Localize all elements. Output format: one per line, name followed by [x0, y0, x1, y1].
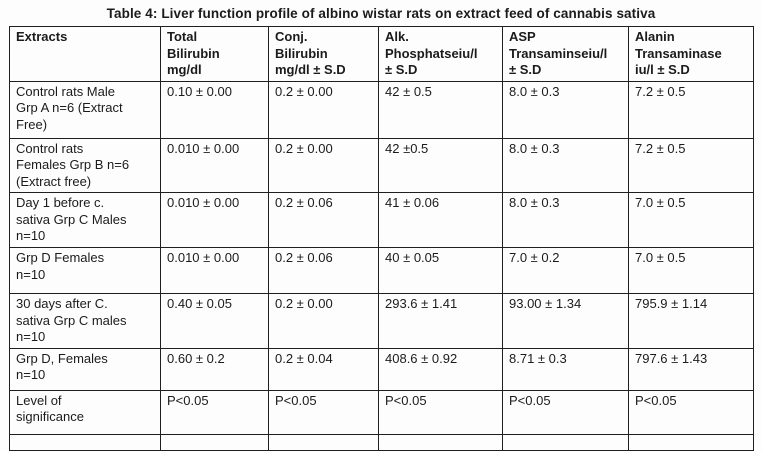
- table-cell: 7.0 ± 0.5: [628, 247, 754, 294]
- column-header-extracts: Extracts: [9, 26, 161, 82]
- table-row-day1-males: Day 1 before c. sativa Grp C Males n=10 …: [9, 192, 754, 248]
- table-cell: 797.6 ± 1.43: [628, 347, 754, 391]
- row-label: Grp D, Females n=10: [9, 347, 161, 391]
- table-cell: 795.9 ± 1.14: [628, 293, 754, 349]
- table-cell: 0.010 ± 0.00: [160, 247, 269, 294]
- row-label: Level of significance: [9, 389, 161, 435]
- column-header-total-bilirubin: Total Bilirubin mg/dl: [160, 26, 269, 82]
- table-cell: 0.2 ± 0.00: [268, 137, 379, 193]
- row-label: 30 days after C. sativa Grp C males n=10: [9, 293, 161, 349]
- table-cell: 7.0 ± 0.5: [628, 192, 754, 248]
- table-caption: Table 4: Liver function profile of albin…: [106, 6, 656, 21]
- column-header-alk-phosphatase: Alk. Phosphatseiu/l ± S.D: [378, 26, 503, 82]
- table-cell: P<0.05: [160, 389, 269, 435]
- table-cell: 8.0 ± 0.3: [502, 80, 629, 139]
- table-row-grpd-females-30days: Grp D, Females n=10 0.60 ± 0.2 0.2 ± 0.0…: [9, 347, 754, 391]
- table-cell: 0.2 ± 0.04: [268, 347, 379, 391]
- table-cell: 40 ± 0.05: [378, 247, 503, 294]
- table-cell: 0.2 ± 0.06: [268, 247, 379, 294]
- table-cell: P<0.05: [628, 389, 754, 435]
- table-cell: 0.40 ± 0.05: [160, 293, 269, 349]
- table-row-significance: Level of significance P<0.05 P<0.05 P<0.…: [9, 389, 754, 435]
- table-cell: 408.6 ± 0.92: [378, 347, 503, 391]
- column-header-alanin-transaminase: Alanin Transaminase iu/l ± S.D: [628, 26, 754, 82]
- table-cell: P<0.05: [502, 389, 629, 435]
- table-cell: 293.6 ± 1.41: [378, 293, 503, 349]
- table-cell: P<0.05: [378, 389, 503, 435]
- table-cell: 42 ± 0.5: [378, 80, 503, 139]
- table-row-control-female: Control rats Females Grp B n=6 (Extract …: [9, 137, 754, 193]
- table-row-control-male: Control rats Male Grp A n=6 (Extract Fre…: [9, 80, 754, 139]
- column-header-conj-bilirubin: Conj. Bilirubin mg/dl ± S.D: [268, 26, 379, 82]
- table-row-grpd-females: Grp D Females n=10 0.010 ± 0.00 0.2 ± 0.…: [9, 247, 754, 294]
- table-cell: 42 ±0.5: [378, 137, 503, 193]
- table-cell: 7.0 ± 0.2: [502, 247, 629, 294]
- table-cell: [502, 433, 629, 451]
- table-cell: 0.2 ± 0.00: [268, 80, 379, 139]
- table-cell: 41 ± 0.06: [378, 192, 503, 248]
- table-header-row: Extracts Total Bilirubin mg/dl Conj. Bil…: [9, 26, 754, 82]
- table-cell: 0.10 ± 0.00: [160, 80, 269, 139]
- table-cell: 0.2 ± 0.00: [268, 293, 379, 349]
- table-cell: 0.2 ± 0.06: [268, 192, 379, 248]
- table-cell: 93.00 ± 1.34: [502, 293, 629, 349]
- table-cell: P<0.05: [268, 389, 379, 435]
- row-label: Day 1 before c. sativa Grp C Males n=10: [9, 192, 161, 248]
- row-label: Control rats Females Grp B n=6 (Extract …: [9, 137, 161, 193]
- table-cell: 8.0 ± 0.3: [502, 192, 629, 248]
- table-cell: 7.2 ± 0.5: [628, 137, 754, 193]
- table-cell: 8.71 ± 0.3: [502, 347, 629, 391]
- table-cell: 0.010 ± 0.00: [160, 192, 269, 248]
- table-row-empty: [9, 433, 754, 451]
- liver-function-table: Extracts Total Bilirubin mg/dl Conj. Bil…: [9, 26, 754, 451]
- table-row-30days-males: 30 days after C. sativa Grp C males n=10…: [9, 293, 754, 349]
- table-cell: 0.010 ± 0.00: [160, 137, 269, 193]
- row-label: Control rats Male Grp A n=6 (Extract Fre…: [9, 80, 161, 139]
- row-label: [9, 433, 161, 451]
- table-cell: 0.60 ± 0.2: [160, 347, 269, 391]
- table-cell: [378, 433, 503, 451]
- table-cell: 8.0 ± 0.3: [502, 137, 629, 193]
- table-cell: [160, 433, 269, 451]
- table-cell: [628, 433, 754, 451]
- column-header-asp-transaminase: ASP Transaminseiu/l ± S.D: [502, 26, 629, 82]
- table-cell: [268, 433, 379, 451]
- table-cell: 7.2 ± 0.5: [628, 80, 754, 139]
- row-label: Grp D Females n=10: [9, 247, 161, 294]
